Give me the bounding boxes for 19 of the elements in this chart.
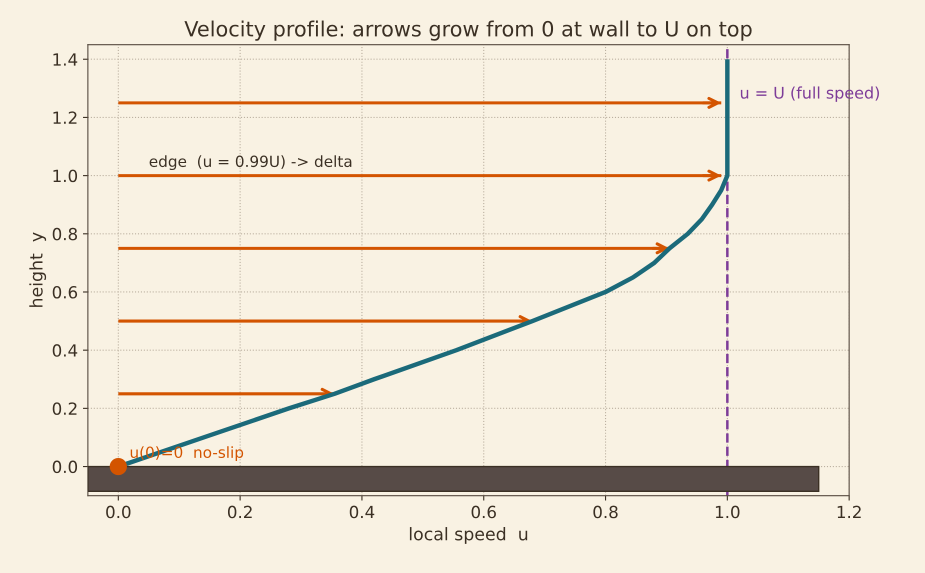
y-tick-label: 0.2 (52, 402, 76, 415)
x-tick-label: 0.4 (350, 506, 374, 518)
chart-title: Velocity profile: arrows grow from 0 at wall to U on top (184, 20, 752, 41)
y-tick-label: 1.2 (53, 111, 76, 124)
y-tick-label: 0.8 (52, 228, 78, 240)
y-tick-label: 1.0 (53, 170, 78, 182)
annotation: edge (u = 0.99U) -> delta (150, 155, 352, 170)
y-axis-title: height y (29, 232, 46, 307)
y-tick-label: 1.4 (53, 53, 78, 66)
x-tick-label: 1.2 (838, 506, 861, 518)
y-tick-label: 0.4 (52, 344, 78, 357)
x-tick-label: 0.2 (228, 506, 252, 518)
x-axis-title: local speed u (410, 527, 528, 544)
y-tick-label: 0.0 (52, 460, 78, 474)
x-tick-label: 0.8 (593, 506, 618, 518)
x-tick-label: 0.6 (472, 506, 496, 518)
x-tick-label: 0.0 (106, 506, 130, 518)
y-tick-label: 0.6 (52, 286, 78, 299)
x-tick-label: 1.0 (716, 506, 740, 518)
